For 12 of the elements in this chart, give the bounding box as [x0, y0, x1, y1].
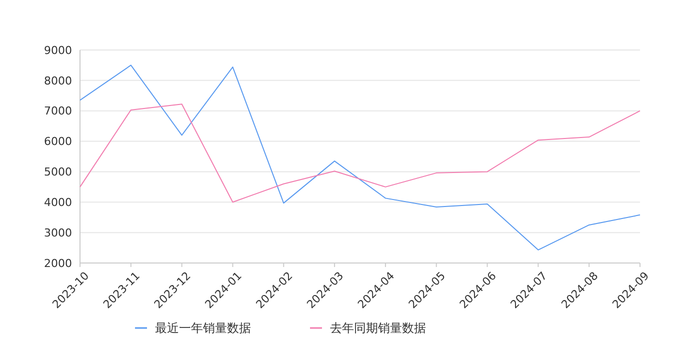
legend-label: 最近一年销量数据 — [155, 321, 251, 336]
y-tick-label: 8000 — [44, 74, 72, 88]
y-tick-label: 3000 — [44, 226, 72, 240]
y-tick-label: 7000 — [44, 104, 72, 118]
y-tick-label: 4000 — [44, 196, 72, 209]
legend-label: 去年同期销量数据 — [330, 321, 426, 336]
line-series — [80, 64, 640, 250]
y-tick-label: 9000 — [44, 44, 72, 57]
y-tick-label: 2000 — [44, 256, 72, 270]
y-tick-label: 5000 — [44, 166, 72, 179]
line-series — [80, 104, 640, 203]
y-tick-label: 6000 — [44, 135, 72, 148]
